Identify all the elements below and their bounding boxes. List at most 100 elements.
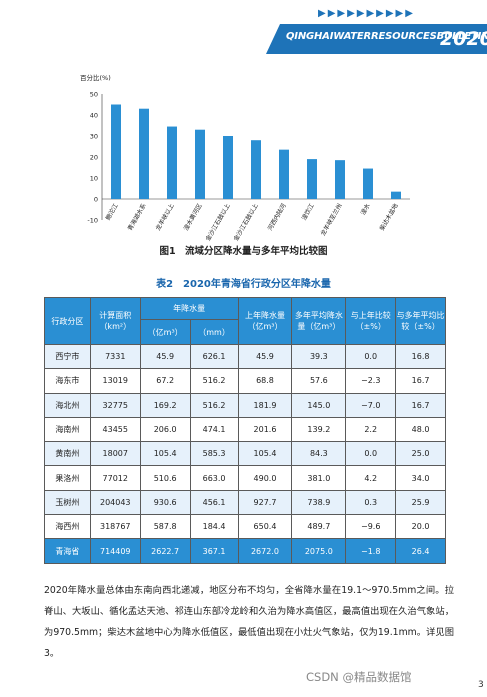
table-cell: 510.6 — [139, 465, 191, 491]
table-cell: 45.9 — [237, 343, 293, 370]
table-cell: 930.6 — [139, 489, 191, 516]
table-cell: 2.2 — [345, 416, 397, 443]
header-band-edge — [266, 24, 280, 54]
category-label: 河西内陆河 — [266, 202, 288, 232]
table-cell: 57.6 — [291, 368, 347, 394]
table-cell: 68.8 — [237, 368, 293, 394]
y-axis-label: 百分比(%) — [80, 73, 111, 82]
bar — [279, 149, 289, 199]
table-row: 玉树州 204043 930.6 456.1 927.7 738.9 0.3 25.9 — [44, 489, 446, 516]
table-cell: 318767 — [89, 514, 141, 540]
col-compare-last: 与上年比较（±%） — [345, 297, 397, 345]
bar — [307, 159, 317, 199]
y-tick-label: 20 — [90, 154, 98, 162]
table-cell: 0.0 — [345, 441, 397, 467]
table-cell: 海西州 — [44, 514, 91, 540]
table-cell: 0.0 — [345, 343, 397, 370]
table-cell: 381.0 — [291, 465, 347, 491]
category-label: 龙羊峡至兰州 — [319, 202, 344, 237]
table-cell: 663.0 — [189, 465, 239, 491]
table-cell: 32775 — [89, 392, 141, 418]
table-cell: 48.0 — [395, 416, 446, 443]
table-cell: 34.0 — [395, 465, 446, 491]
table-cell: 204043 — [89, 489, 141, 516]
table-cell: 25.0 — [395, 441, 446, 467]
table-cell: 201.6 — [237, 416, 293, 443]
table-cell: 489.7 — [291, 514, 347, 540]
table-cell: 184.4 — [189, 514, 239, 540]
table-cell: 77012 — [89, 465, 141, 491]
y-tick-label: 10 — [90, 175, 98, 183]
table-cell: 474.1 — [189, 416, 239, 443]
table-cell: 714409 — [89, 538, 141, 564]
table-cell: 105.4 — [139, 441, 191, 467]
table-row: 西宁市 7331 45.9 626.1 45.9 39.3 0.0 16.8 — [44, 343, 446, 370]
header-chevrons: ▶▶▶▶▶▶▶▶▶▶ — [318, 8, 415, 19]
table-cell: 果洛州 — [44, 465, 91, 491]
table-cell: −2.3 — [345, 368, 397, 394]
y-tick-label: 50 — [90, 91, 98, 99]
table-cell: 2672.0 — [237, 538, 293, 564]
table-cell: 169.2 — [139, 392, 191, 418]
table-cell: −7.0 — [345, 392, 397, 418]
y-tick-label: 0 — [94, 196, 98, 204]
figure-caption: 图1 流域分区降水量与多年平均比较图 — [159, 246, 328, 257]
table-row: 海东市 13019 67.2 516.2 68.8 57.6 −2.3 16.7 — [44, 368, 446, 394]
y-tick-label: 30 — [90, 133, 98, 141]
bar — [335, 160, 345, 199]
table-cell: 84.3 — [291, 441, 347, 467]
col-district: 行政分区 — [44, 297, 91, 345]
table-cell: 105.4 — [237, 441, 293, 467]
table-cell: 626.1 — [189, 343, 239, 370]
table-cell: 西宁市 — [44, 343, 91, 370]
table-cell: 181.9 — [237, 392, 293, 418]
table-cell: 26.4 — [395, 538, 446, 564]
col-annual-volume: （亿m³） — [139, 319, 191, 345]
table-cell: 367.1 — [189, 538, 239, 564]
category-label: 鲍沱江 — [104, 202, 120, 222]
col-last-year: 上年降水量（亿m³） — [237, 297, 293, 345]
table-cell: 16.7 — [395, 392, 446, 418]
table-cell: 456.1 — [189, 489, 239, 516]
precipitation-table: 行政分区 计算面积（km²） 年降水量 上年降水量（亿m³） 多年平均降水量（亿… — [44, 297, 446, 564]
table-cell: 4.2 — [345, 465, 397, 491]
table-cell: 490.0 — [237, 465, 293, 491]
table-cell: 20.0 — [395, 514, 446, 540]
table-cell: 青海省 — [44, 538, 91, 564]
y-tick-label: -10 — [87, 217, 98, 225]
col-annual: 年降水量 — [139, 297, 239, 320]
table-cell: 139.2 — [291, 416, 347, 443]
category-label: 湟水黄河区 — [182, 202, 204, 232]
table-cell: 585.3 — [189, 441, 239, 467]
bulletin-title: QINGHAIWATERRESOURCESBULLETIN — [286, 31, 487, 42]
page-number: 3 — [478, 680, 484, 690]
table-cell: −9.6 — [345, 514, 397, 540]
table-cell: 2622.7 — [139, 538, 191, 564]
bar — [251, 140, 261, 199]
table-cell: 13019 — [89, 368, 141, 394]
table-row: 海西州 318767 587.8 184.4 650.4 489.7 −9.6 20.0 — [44, 514, 446, 540]
category-label: 青海湖水系 — [126, 202, 148, 232]
figure-1: 百分比(%) -10 0 10 20 30 40 50 鲍沱江 青海湖水系 龙羊峡以上 湟水黄河区 金沙… — [76, 68, 416, 243]
table-cell: 海北州 — [44, 392, 91, 418]
bar — [223, 136, 233, 199]
col-annual-mm: （mm） — [189, 319, 239, 345]
table-cell: 0.3 — [345, 489, 397, 516]
category-label: 湟水 — [359, 202, 372, 216]
table-cell: 67.2 — [139, 368, 191, 394]
table-cell: 650.4 — [237, 514, 293, 540]
bar — [139, 108, 149, 199]
col-average: 多年平均降水量（亿m³） — [291, 297, 347, 345]
table-total-row: 青海省 714409 2622.7 367.1 2672.0 2075.0 −1.8 26.4 — [44, 538, 446, 564]
watermark: CSDN @精品数据馆 — [306, 670, 412, 684]
bar — [391, 191, 401, 199]
bar — [195, 129, 205, 199]
table-cell: 海南州 — [44, 416, 91, 443]
page-header: ▶▶▶▶▶▶▶▶▶▶ QINGHAIWATERRESOURCESBULLETIN… — [0, 0, 487, 60]
table-row: 果洛州 77012 510.6 663.0 490.0 381.0 4.2 34.0 — [44, 465, 446, 491]
table-cell: 39.3 — [291, 343, 347, 370]
header-band — [280, 24, 487, 54]
category-label: 柴达木盆地 — [378, 202, 400, 232]
table-cell: 25.9 — [395, 489, 446, 516]
